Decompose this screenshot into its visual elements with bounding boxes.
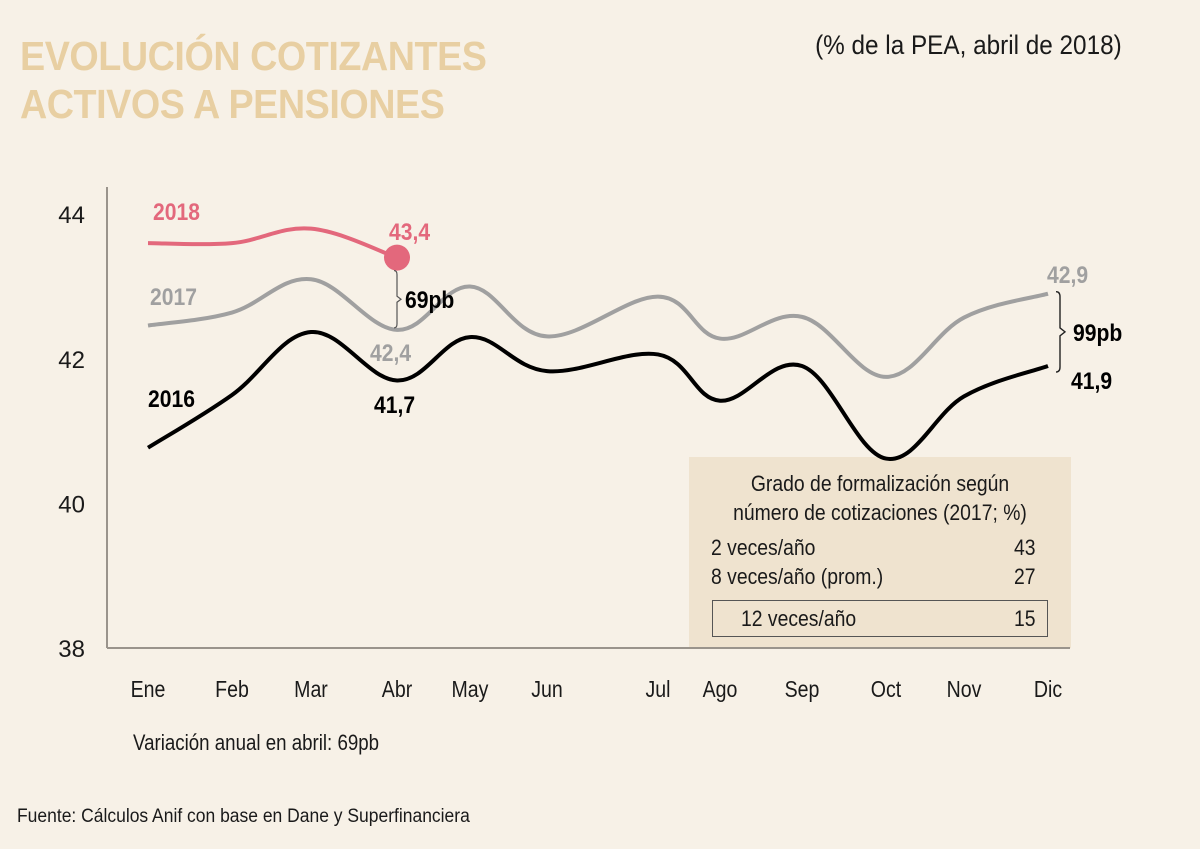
x-tick-label: Jun: [531, 677, 562, 703]
x-tick-label: Dic: [1034, 677, 1063, 703]
y-tick-label: 40: [58, 491, 85, 518]
chart-title: EVOLUCIÓN COTIZANTES ACTIVOS A PENSIONES: [20, 32, 487, 128]
inset-row-value: 15: [1013, 606, 1035, 631]
x-tick-label: Nov: [947, 677, 982, 703]
legend-label-2018: 2018: [153, 199, 200, 226]
series-line-2018: [147, 226, 398, 260]
brace-abr: [393, 269, 402, 329]
x-tick-label: Abr: [382, 677, 412, 703]
inset-row-label: 2 veces/año: [711, 535, 816, 560]
x-tick-label: May: [452, 677, 489, 703]
inset-row: 8 veces/año (prom.) 27: [711, 562, 1035, 591]
brace-dic: [1055, 291, 1067, 373]
x-tick-label: Sep: [785, 677, 820, 703]
inset-row: 2 veces/año 43: [711, 533, 1035, 562]
chart-subtitle: (% de la PEA, abril de 2018): [815, 30, 1122, 60]
source-note: Fuente: Cálculos Anif con base en Dane y…: [17, 806, 470, 827]
inset-heading: Grado de formalización según número de c…: [712, 469, 1048, 527]
formalization-inset: Grado de formalización según número de c…: [689, 457, 1071, 648]
inset-row-value: 27: [1013, 564, 1035, 589]
y-tick-label: 38: [58, 636, 85, 663]
annotations: 2018 2017 2016 43,4 42,4 41,7 42,9 41,9 69pb 99pb: [148, 199, 1122, 419]
legend-label-2016: 2016: [148, 386, 195, 413]
chart-title-line2: ACTIVOS A PENSIONES: [20, 81, 445, 127]
x-tick-label: Feb: [215, 677, 249, 703]
inset-heading-line2: número de cotizaciones (2017; %): [733, 500, 1027, 525]
marker-2018-abr: [384, 244, 410, 271]
x-tick-label: Mar: [294, 677, 328, 703]
inset-row-value: 43: [1013, 535, 1035, 560]
value-label-2018-abr: 43,4: [389, 219, 430, 246]
series-line-2016: [146, 330, 1049, 461]
inset-row-label: 8 veces/año (prom.): [711, 564, 884, 589]
value-label-2016-dic: 41,9: [1071, 368, 1112, 395]
value-label-2017-dic: 42,9: [1047, 262, 1088, 289]
x-tick-label: Oct: [871, 677, 901, 703]
x-tick-label: Ene: [131, 677, 166, 703]
value-label-2017-abr: 42,4: [370, 340, 411, 367]
gap-label-dic: 99pb: [1073, 320, 1122, 347]
series-lines: [146, 226, 1049, 461]
y-axis-ticks: 38 40 42 44: [58, 202, 85, 663]
gap-label-abr: 69pb: [405, 287, 454, 314]
x-tick-label: Jul: [646, 677, 671, 703]
series-line-2017: [147, 277, 1049, 379]
y-tick-label: 42: [58, 347, 85, 374]
chart-title-line1: EVOLUCIÓN COTIZANTES: [20, 33, 487, 79]
legend-label-2017: 2017: [150, 284, 197, 311]
axes: [106, 187, 1070, 649]
y-tick-label: 44: [58, 202, 85, 229]
value-label-2016-abr: 41,7: [374, 392, 415, 419]
x-tick-label: Ago: [703, 677, 738, 703]
inset-row-label: 12 veces/año: [741, 606, 857, 631]
inset-heading-line1: Grado de formalización según: [750, 471, 1010, 496]
annual-variation-note: Variación anual en abril: 69pb: [133, 730, 380, 755]
inset-row-highlighted: 12 veces/año 15: [712, 600, 1048, 637]
x-axis-ticks: Ene Feb Mar Abr May Jun Jul Ago Sep Oct Nov Dic: [131, 677, 1063, 703]
